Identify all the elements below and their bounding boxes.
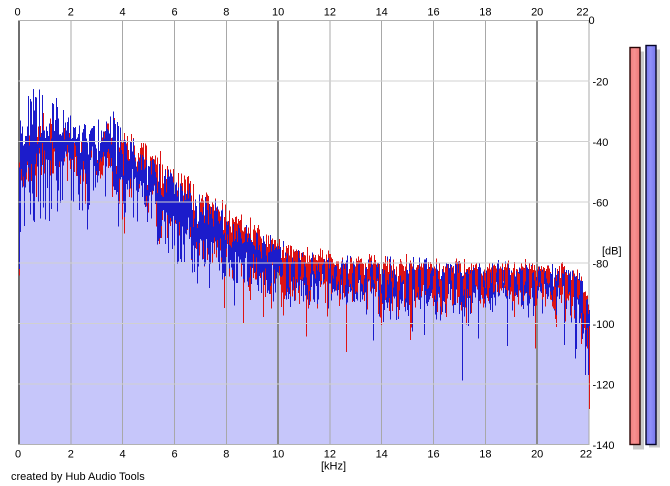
svg-text:0: 0 [589,15,595,27]
svg-text:18: 18 [479,449,491,461]
svg-text:[dB]: [dB] [602,246,622,258]
svg-text:8: 8 [223,7,229,19]
svg-text:[kHz]: [kHz] [321,461,346,473]
svg-text:-40: -40 [593,137,609,149]
svg-text:14: 14 [376,449,388,461]
svg-text:4: 4 [120,449,126,461]
svg-text:4: 4 [120,7,126,19]
svg-text:-140: -140 [593,440,615,452]
svg-text:-100: -100 [593,319,615,331]
svg-text:6: 6 [171,7,177,19]
svg-text:-20: -20 [593,77,609,89]
svg-text:20: 20 [531,449,543,461]
svg-text:2: 2 [68,7,74,19]
svg-text:20: 20 [531,7,543,19]
svg-text:-120: -120 [593,379,615,391]
svg-text:-80: -80 [593,258,609,270]
svg-text:22: 22 [576,7,588,19]
svg-text:22: 22 [580,449,592,461]
svg-text:created by Hub Audio Tools: created by Hub Audio Tools [11,471,145,483]
svg-text:10: 10 [272,7,284,19]
svg-text:-60: -60 [593,198,609,210]
svg-text:12: 12 [324,449,336,461]
svg-text:12: 12 [324,7,336,19]
svg-text:16: 16 [427,7,439,19]
svg-text:16: 16 [427,449,439,461]
svg-text:18: 18 [479,7,491,19]
svg-text:14: 14 [376,7,388,19]
svg-text:2: 2 [68,449,74,461]
svg-text:0: 0 [14,7,20,19]
svg-text:10: 10 [272,449,284,461]
svg-text:8: 8 [223,449,229,461]
svg-text:6: 6 [171,449,177,461]
svg-text:0: 0 [15,449,21,461]
